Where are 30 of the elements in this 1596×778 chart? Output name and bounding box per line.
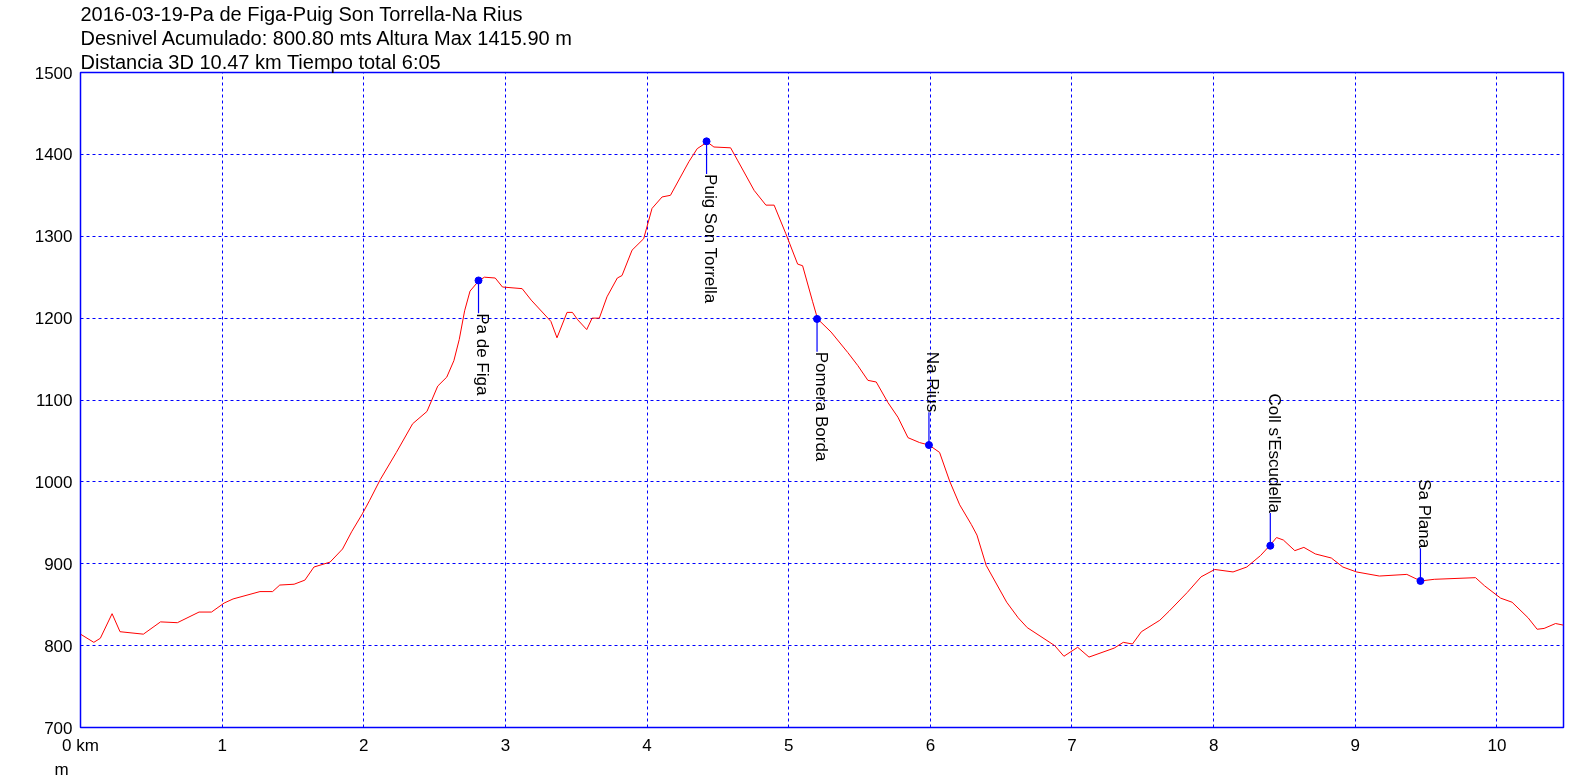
x-tick-label: 1 [217,735,227,755]
x-tick-label: 10 [1487,735,1507,755]
x-tick-label: 4 [642,735,652,755]
annotation: Coll s'Escudella [1264,393,1284,514]
annotation: Pa de Figa [473,313,493,396]
y-tick-label: 700 [44,718,73,738]
y-tick-label: 1200 [34,309,73,329]
y-tick-label: 800 [44,636,73,656]
x-tick-label: 2 [359,735,369,755]
annotation: Pomera Borda [811,351,831,462]
y-tick-label: 1100 [35,391,73,410]
x-tick-label: 0 km [62,735,99,755]
annotation: Na Rius [923,351,943,413]
y-tick-label: 1000 [34,472,73,492]
annotation: Sa Plana [1414,479,1434,549]
y-axis-title: m [54,759,69,778]
x-tick-label: 3 [500,735,511,755]
x-tick-label: 5 [783,735,794,755]
y-tick-label: 900 [44,554,73,574]
text: Distancia 3D 10.47 km Tiempo total 6:05 [80,50,441,73]
x-tick-label: 9 [1350,735,1361,755]
chart-title: 2016-03-19-Pa de Figa-Puig Son Torrella-Na Rius [80,2,523,25]
x-tick-label: 7 [1067,735,1077,755]
y-tick-label: 1500 [34,63,73,83]
x-tick-label: 8 [1208,735,1219,755]
annotation: Puig Son Torrella [701,174,721,304]
x-tick-label: 6 [925,735,936,755]
y-tick-label: 1300 [34,227,73,247]
chart-subtitle: Desnivel Acumulado: 800.80 mts Altura Max 1415.90 m [80,26,572,49]
y-tick-label: 1400 [34,145,73,165]
